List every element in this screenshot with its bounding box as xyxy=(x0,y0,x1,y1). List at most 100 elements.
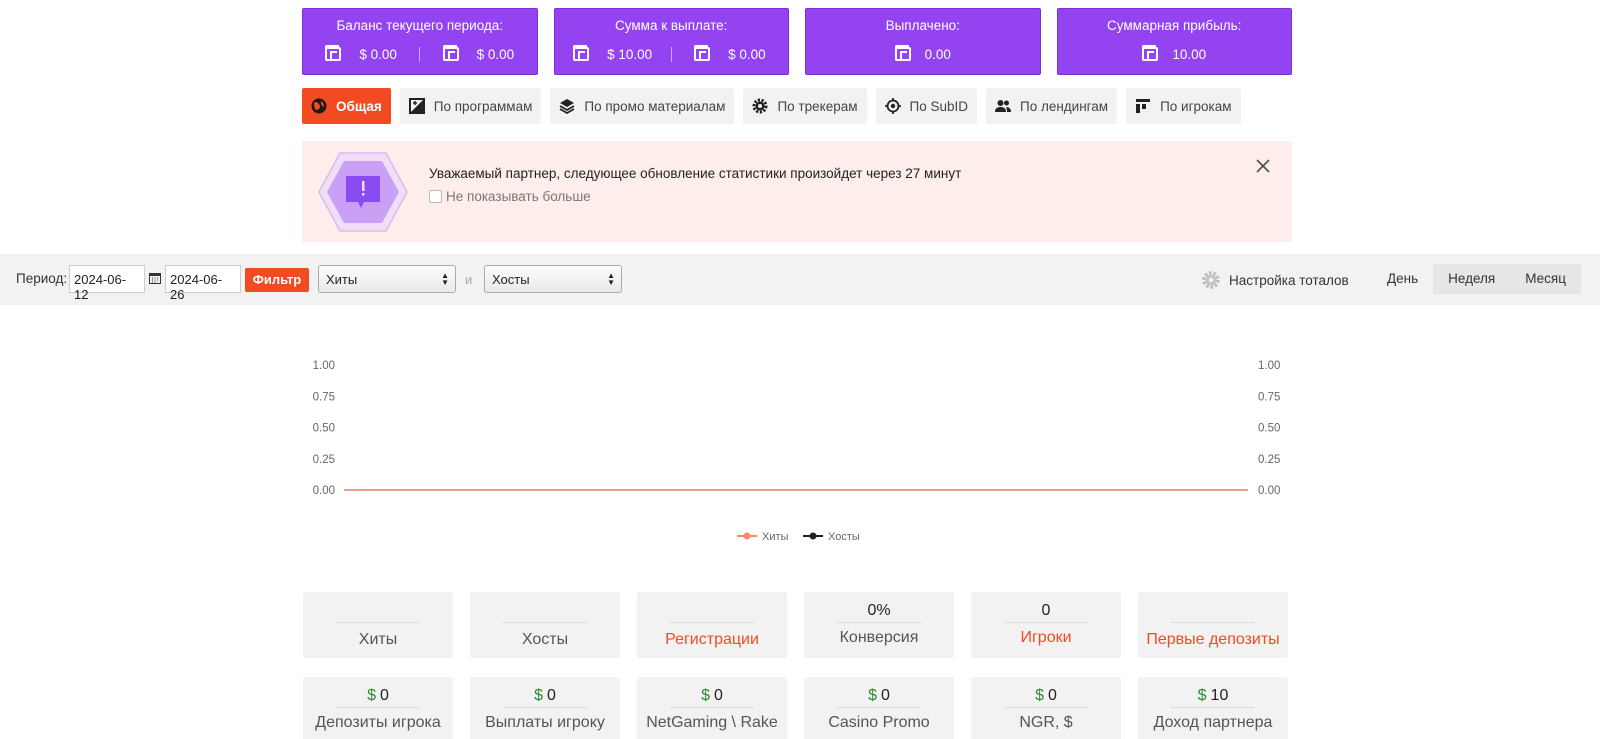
summary-card-title: Баланс текущего периода: xyxy=(336,18,504,33)
currency-sign: $ xyxy=(367,687,376,704)
summary-card-value: $ 0.00 xyxy=(476,46,515,62)
summary-card-payout-due: Сумма к выплате: $ 10.00 $ 0.00 xyxy=(553,8,789,75)
stat-label: Выплаты игроку xyxy=(485,714,605,731)
stat-value: 0 xyxy=(1041,602,1051,619)
summary-card-title: Суммарная прибыль: xyxy=(1107,18,1242,33)
stat-label[interactable]: Регистрации xyxy=(665,631,759,648)
stat-tile-first-deposits[interactable]: Первые депозиты xyxy=(1138,592,1288,658)
y2-tick-label: 0.50 xyxy=(1258,423,1280,435)
legend-label: Хиты xyxy=(762,531,789,543)
totals-settings-label: Настройка тоталов xyxy=(1229,272,1349,288)
tab-label: По промо материалам xyxy=(584,98,726,114)
calendar-icon[interactable] xyxy=(149,272,161,284)
gear-icon xyxy=(1202,271,1220,289)
wallet-icon xyxy=(325,45,342,61)
summary-card-balance: Баланс текущего периода: $ 0.00 $ 0.00 xyxy=(302,8,538,75)
stat-tile-registrations[interactable]: Регистрации xyxy=(637,592,787,658)
wallet-icon xyxy=(694,45,711,61)
stat-label: Депозиты игрока xyxy=(315,714,441,731)
stats-chart: 1.00 0.75 0.50 0.25 0.00 1.00 0.75 0.50 0.25 0.00… xyxy=(313,360,1281,543)
stat-tile-players[interactable]: 0 Игроки xyxy=(971,592,1121,658)
tab-by-players[interactable]: По игрокам xyxy=(1126,88,1241,124)
tab-by-landings[interactable]: По лендингам xyxy=(985,88,1118,124)
metric1-value: Хиты xyxy=(326,272,358,287)
filter-bar: Период: 2024-06-12 2024-06-26 Фильтр Хит… xyxy=(0,254,1600,305)
wallet-icon xyxy=(442,45,459,61)
y2-tick-label: 0.25 xyxy=(1258,454,1280,466)
stat-label[interactable]: Первые депозиты xyxy=(1146,631,1280,648)
stat-value: 0 xyxy=(881,687,890,704)
stat-tile-player-payouts: $0 Выплаты игроку xyxy=(470,677,620,739)
and-label: и xyxy=(465,272,473,287)
tab-by-trackers[interactable]: По трекерам xyxy=(743,88,867,124)
stat-label[interactable]: Игроки xyxy=(1020,629,1072,646)
dont-show-again[interactable]: Не показывать больше xyxy=(429,189,591,204)
tab-general[interactable]: Общая xyxy=(302,88,391,124)
date-from-input[interactable]: 2024-06-12 xyxy=(69,265,145,302)
bar-list-icon xyxy=(1135,98,1151,114)
stat-tile-player-deposits: $0 Депозиты игрока xyxy=(303,677,453,739)
stats-tiles-row1: Хиты Хосты Регистрации 0% Конверсия 0 Иг… xyxy=(303,592,1291,658)
y-tick-label: 0.50 xyxy=(313,423,335,435)
stat-label: Доход партнера xyxy=(1153,714,1273,731)
stat-tile-ngr: $0 NGR, $ xyxy=(971,677,1121,739)
stat-value: 0 xyxy=(1048,687,1057,704)
tab-label: По SubID xyxy=(909,98,968,114)
tab-label: По лендингам xyxy=(1019,98,1109,114)
filter-button[interactable]: Фильтр xyxy=(245,268,309,292)
stat-value xyxy=(303,602,453,624)
close-icon[interactable] xyxy=(1256,159,1270,173)
metric2-value: Хосты xyxy=(492,272,530,287)
metric1-select[interactable]: Хиты ▲ ▼ xyxy=(318,265,456,293)
stat-value xyxy=(1138,602,1288,624)
gear-icon xyxy=(752,98,768,114)
stat-label: NGR, $ xyxy=(1019,714,1073,731)
period-tab-month[interactable]: Месяц xyxy=(1510,264,1581,294)
period-label: Период: xyxy=(16,271,68,286)
crosshair-icon xyxy=(884,98,901,114)
stat-tile-casino-promo: $0 Casino Promo xyxy=(804,677,954,739)
summary-card-title: Выплачено: xyxy=(885,18,960,33)
currency-sign: $ xyxy=(701,687,710,704)
tab-by-promo[interactable]: По промо материалам xyxy=(550,88,735,124)
stat-tile-hits: Хиты xyxy=(303,592,453,658)
tab-by-programs[interactable]: По программам xyxy=(399,88,542,124)
notification-badge-icon xyxy=(318,152,408,232)
y2-tick-label: 0.00 xyxy=(1258,485,1280,497)
summary-card-total-profit: Суммарная прибыль: 10.00 xyxy=(1056,8,1292,75)
currency-sign: $ xyxy=(1035,687,1044,704)
stat-label: Casino Promo xyxy=(828,714,930,731)
currency-sign: $ xyxy=(534,687,543,704)
summary-card-value: 0.00 xyxy=(924,46,951,62)
currency-sign: $ xyxy=(1197,687,1207,704)
period-tab-day[interactable]: День xyxy=(1387,271,1419,286)
tab-label: По игрокам xyxy=(1160,98,1232,114)
period-tabs: День Неделя Месяц xyxy=(1372,264,1581,294)
stat-value: 0 xyxy=(380,687,389,704)
y-tick-label: 0.25 xyxy=(313,454,335,466)
globe-icon xyxy=(311,98,327,114)
stat-value xyxy=(470,602,620,624)
stat-value: 0 xyxy=(714,687,723,704)
chart-box-icon xyxy=(408,98,425,114)
date-to-input[interactable]: 2024-06-26 xyxy=(165,265,241,302)
metric2-select[interactable]: Хосты ▲ ▼ xyxy=(484,265,622,293)
layers-icon xyxy=(559,98,575,114)
y2-tick-label: 1.00 xyxy=(1258,360,1280,372)
select-arrows-icon: ▲ ▼ xyxy=(441,271,449,287)
wallet-icon xyxy=(573,45,590,61)
dont-show-checkbox[interactable] xyxy=(429,190,442,203)
summary-cards: Баланс текущего периода: $ 0.00 $ 0.00 С… xyxy=(302,8,1292,75)
legend-swatch-dot xyxy=(743,532,751,540)
legend-swatch-dot xyxy=(809,532,817,540)
period-tab-week[interactable]: Неделя xyxy=(1433,264,1511,294)
tab-by-subid[interactable]: По SubID xyxy=(875,88,977,124)
tab-label: По трекерам xyxy=(777,98,858,114)
dont-show-label: Не показывать больше xyxy=(446,189,591,204)
totals-settings-button[interactable]: Настройка тоталов xyxy=(1202,271,1349,289)
stats-update-notice: Уважаемый партнер, следующее обновление … xyxy=(302,141,1292,242)
stat-label: NetGaming \ Rake xyxy=(646,714,778,731)
tab-label: По программам xyxy=(433,98,533,114)
summary-card-value: $ 10.00 xyxy=(607,46,653,62)
summary-card-title: Сумма к выплате: xyxy=(615,18,728,33)
